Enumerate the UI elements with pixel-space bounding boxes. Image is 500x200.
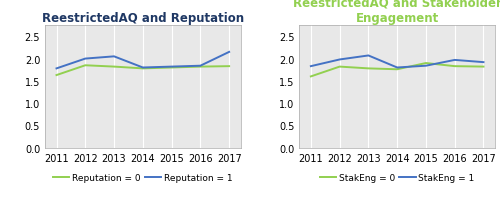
Title: ReestrictedAQ and Stakeholder
Engagement: ReestrictedAQ and Stakeholder Engagement	[292, 0, 500, 25]
Reputation = 1	[54, 68, 60, 70]
StakEng = 0	[366, 68, 372, 70]
StakEng = 0	[336, 66, 342, 68]
Reputation = 1	[226, 51, 232, 54]
StakEng = 1	[452, 59, 458, 62]
Reputation = 1	[168, 66, 174, 68]
StakEng = 0	[394, 69, 400, 71]
Reputation = 0	[168, 67, 174, 69]
Reputation = 0	[111, 66, 117, 68]
Title: ReestrictedAQ and Reputation: ReestrictedAQ and Reputation	[42, 12, 244, 25]
StakEng = 1	[336, 59, 342, 61]
Reputation = 1	[140, 67, 146, 69]
Reputation = 0	[198, 66, 203, 68]
Reputation = 0	[226, 66, 232, 68]
Reputation = 1	[111, 56, 117, 58]
Reputation = 0	[82, 65, 88, 67]
Legend: Reputation = 0, Reputation = 1: Reputation = 0, Reputation = 1	[50, 170, 236, 186]
StakEng = 1	[480, 62, 486, 64]
Reputation = 1	[198, 65, 203, 68]
StakEng = 0	[452, 66, 458, 68]
StakEng = 1	[423, 65, 429, 68]
StakEng = 0	[308, 76, 314, 78]
StakEng = 0	[480, 66, 486, 68]
StakEng = 1	[308, 66, 314, 68]
Line: Reputation = 0: Reputation = 0	[56, 66, 229, 76]
StakEng = 1	[366, 55, 372, 57]
Line: StakEng = 1: StakEng = 1	[311, 56, 484, 68]
Reputation = 0	[54, 74, 60, 77]
StakEng = 1	[394, 67, 400, 69]
Line: Reputation = 1: Reputation = 1	[56, 53, 229, 69]
StakEng = 0	[423, 63, 429, 65]
Line: StakEng = 0: StakEng = 0	[311, 64, 484, 77]
Reputation = 0	[140, 68, 146, 70]
Reputation = 1	[82, 58, 88, 60]
Legend: StakEng = 0, StakEng = 1: StakEng = 0, StakEng = 1	[316, 170, 478, 186]
